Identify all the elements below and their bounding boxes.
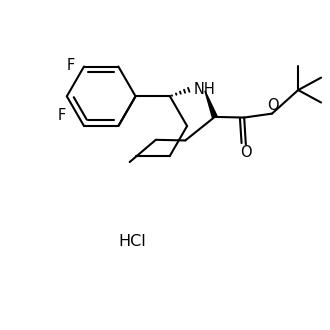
Polygon shape — [205, 91, 217, 118]
Text: F: F — [58, 108, 66, 123]
Text: O: O — [267, 98, 279, 113]
Text: HCl: HCl — [118, 234, 146, 249]
Text: NH: NH — [194, 82, 216, 97]
Text: F: F — [67, 58, 75, 73]
Text: O: O — [240, 145, 252, 160]
